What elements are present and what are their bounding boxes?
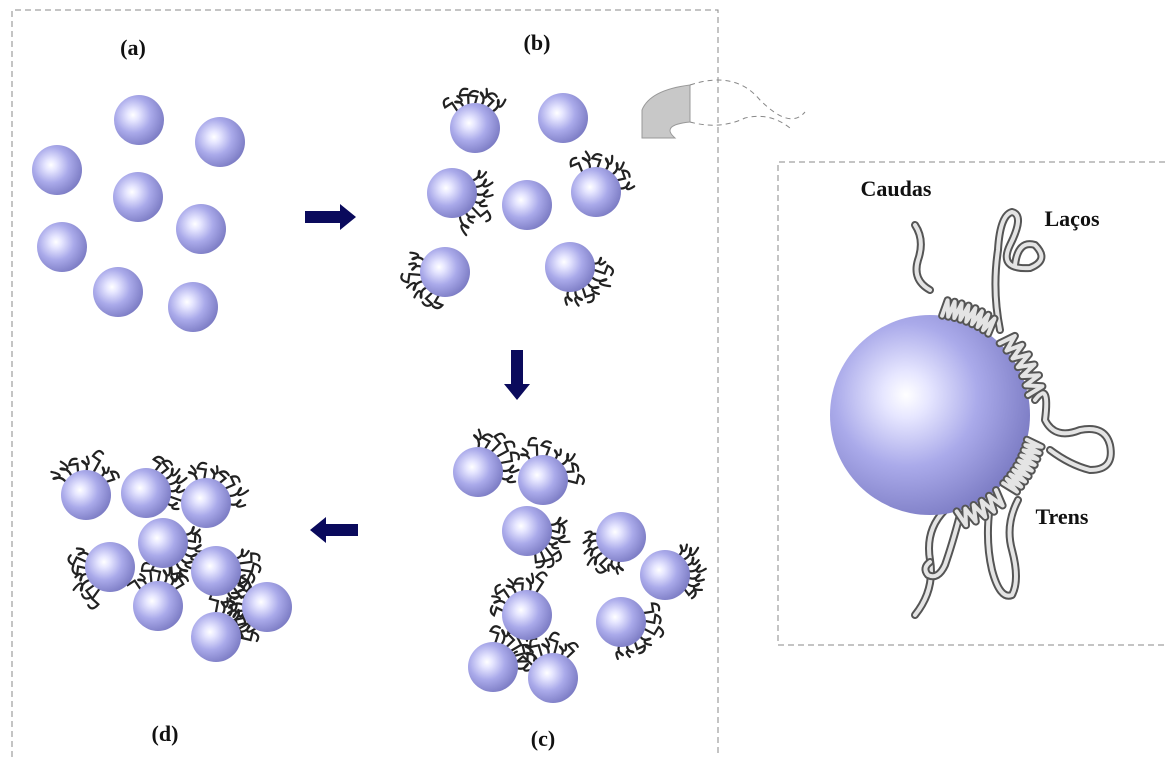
particle [596, 597, 646, 647]
trains-label: Trens [1036, 504, 1089, 529]
particle [502, 180, 552, 230]
particle [538, 93, 588, 143]
particle [32, 145, 82, 195]
polymer-chain [641, 603, 659, 613]
particle [502, 590, 552, 640]
polymer-chain [550, 633, 559, 656]
polymer-chain [535, 572, 547, 594]
particle [545, 242, 595, 292]
particle [596, 512, 646, 562]
particle [93, 267, 143, 317]
particle [242, 582, 292, 632]
polymer-chain [460, 214, 469, 236]
polymer-chain [590, 276, 610, 287]
particle [114, 95, 164, 145]
zoom-arrow [690, 80, 805, 128]
arrow-left [310, 517, 358, 543]
panel-label: (d) [152, 721, 179, 746]
particle [450, 103, 500, 153]
polymer-chain [93, 451, 104, 474]
polymer-chain [571, 158, 583, 174]
particle [61, 470, 111, 520]
particle [121, 468, 171, 518]
particle [468, 642, 518, 692]
loops-label: Laços [1045, 206, 1100, 231]
polymer-chain [529, 438, 538, 459]
panel-label: (a) [120, 35, 146, 60]
particle [138, 518, 188, 568]
particle [133, 581, 183, 631]
particles [32, 89, 706, 703]
particle [528, 653, 578, 703]
chain-core [1035, 393, 1111, 470]
polymer-chain [470, 205, 490, 221]
particle [420, 247, 470, 297]
polymer-chain [681, 548, 698, 561]
particle [502, 506, 552, 556]
polymer-chain [238, 564, 260, 573]
particle [113, 172, 163, 222]
particle [176, 204, 226, 254]
particle [195, 117, 245, 167]
particle [37, 222, 87, 272]
particle [168, 282, 218, 332]
particle [453, 447, 503, 497]
polymer-chain [592, 266, 613, 275]
polymer-chain [549, 535, 570, 542]
particle [571, 167, 621, 217]
panel-label: (c) [531, 726, 555, 751]
particle [191, 546, 241, 596]
particle [640, 550, 690, 600]
polymer-chain [642, 627, 663, 637]
particle [191, 612, 241, 662]
tails-label: Caudas [861, 176, 932, 201]
polymer-chain [474, 430, 481, 450]
polymer-chain [596, 556, 609, 573]
polymer-chain [444, 98, 459, 113]
particle [427, 168, 477, 218]
polymer-chain [227, 488, 248, 496]
particle [518, 455, 568, 505]
particle [181, 478, 231, 528]
arrow-right [305, 204, 356, 230]
diagram: (a) (b) (c) (d) Caudas Laços Trens [0, 0, 1165, 757]
arrow-down [504, 350, 530, 400]
zoom-shape [642, 85, 690, 138]
panel-label: (b) [524, 30, 551, 55]
polymer-chain [540, 549, 554, 567]
particle [85, 542, 135, 592]
